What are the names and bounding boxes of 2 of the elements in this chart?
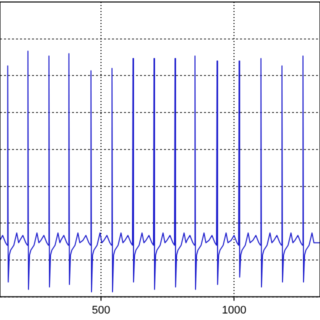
x-tick-label: 1000 (222, 304, 246, 316)
x-tick-label: 500 (92, 304, 110, 316)
